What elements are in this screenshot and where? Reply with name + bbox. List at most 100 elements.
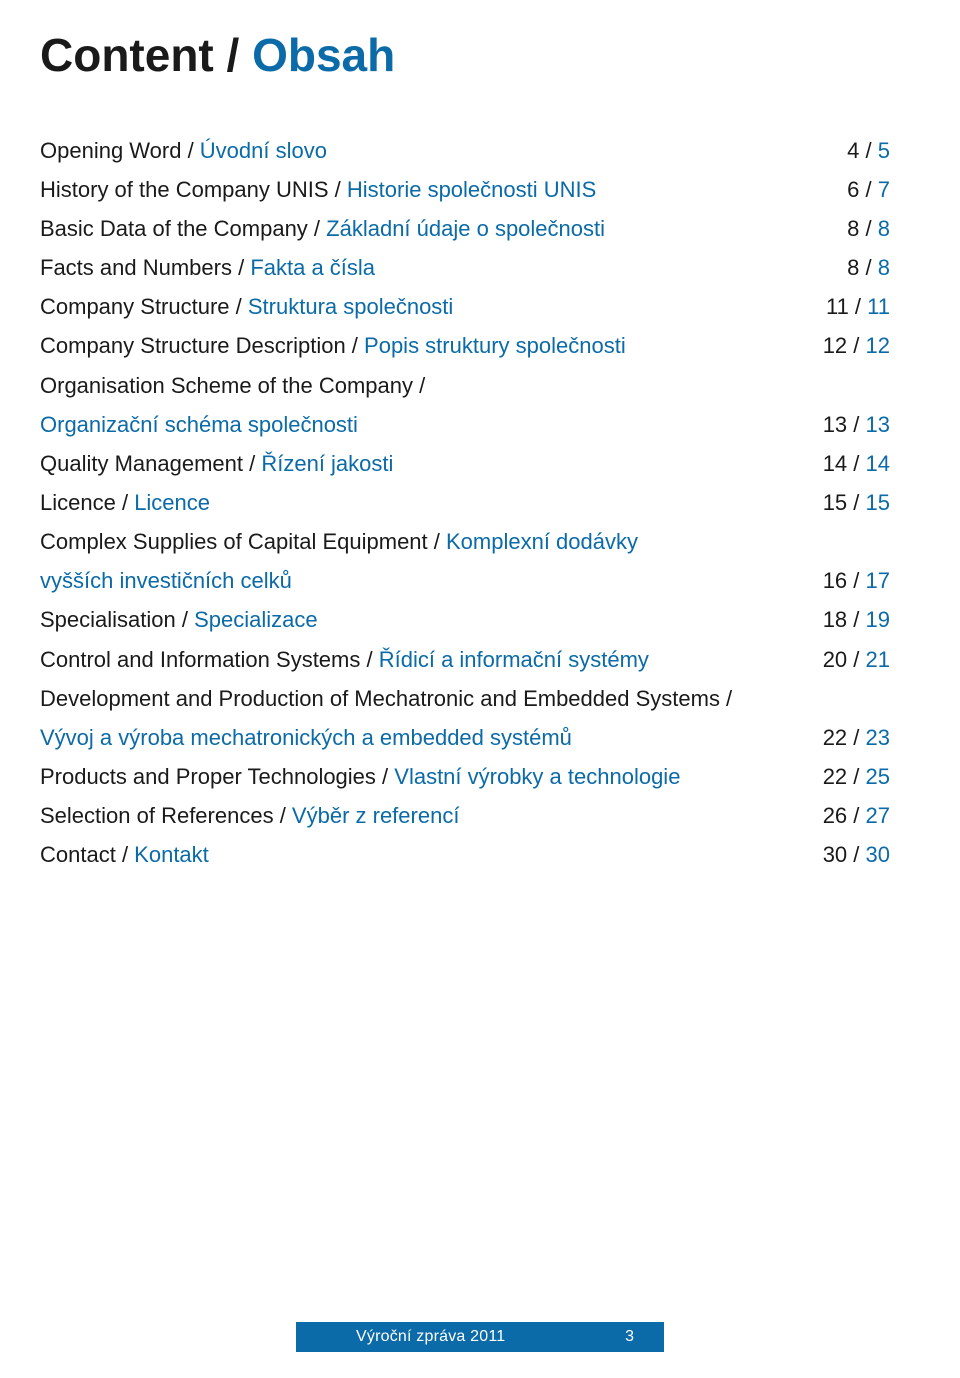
toc-label: Development and Production of Mechatroni… [40,679,752,718]
toc-sep: / [366,647,378,672]
toc-en: Facts and Numbers [40,255,232,280]
toc-row-line1: Organisation Scheme of the Company / [40,366,890,405]
toc-page-cz: 30 [866,842,890,867]
toc-en: History of the Company UNIS [40,177,329,202]
toc-en: Company Structure Description [40,333,346,358]
toc-page-sep: / [859,216,877,241]
toc-sep: / [376,764,394,789]
toc-page-en: 26 [823,803,847,828]
toc-sep: / [329,177,347,202]
toc-page-sep: / [859,177,877,202]
toc-page-cz: 8 [878,255,890,280]
toc-sep: / [346,333,364,358]
toc-label: Facts and Numbers / Fakta a čísla [40,248,395,287]
toc-pages: 12 / 12 [823,326,890,365]
toc-page-cz: 15 [866,490,890,515]
toc-page-sep: / [847,490,865,515]
toc-page-sep: / [847,725,865,750]
toc-cz: Řízení jakosti [261,451,393,476]
toc-pages: 8 / 8 [847,248,890,287]
footer-text: Výroční zpráva 2011 [356,1328,505,1346]
toc-label: Company Structure Description / Popis st… [40,326,646,365]
toc-en: Selection of References [40,803,274,828]
toc-row: Opening Word / Úvodní slovo 4 / 5 [40,131,890,170]
toc-cz: Komplexní dodávky [446,529,638,554]
toc-sep: / [428,529,446,554]
toc-page-sep: / [847,607,865,632]
toc-en: Quality Management [40,451,243,476]
toc-row: Contact / Kontakt 30 / 30 [40,835,890,874]
toc-sep: / [274,803,292,828]
toc-en: Basic Data of the Company [40,216,308,241]
toc-pages: 20 / 21 [823,640,890,679]
toc-cz: Úvodní slovo [200,138,327,163]
toc-page-en: 8 [847,255,859,280]
toc-label: Products and Proper Technologies / Vlast… [40,757,700,796]
toc-sep: / [308,216,326,241]
toc-page-cz: 11 [867,294,890,319]
toc-page-sep: / [847,412,865,437]
toc-row: Company Structure Description / Popis st… [40,326,890,365]
title-sep: / [214,29,252,81]
toc-en: Control and Information Systems [40,647,366,672]
toc-cz: Specializace [194,607,318,632]
toc-label: Contact / Kontakt [40,835,229,874]
toc-cz: Historie společnosti UNIS [347,177,596,202]
toc-label: Control and Information Systems / Řídicí… [40,640,669,679]
toc-page-cz: 23 [866,725,890,750]
toc-row: History of the Company UNIS / Historie s… [40,170,890,209]
toc-page-cz: 12 [866,333,890,358]
toc-row: vyšších investičních celků 16 / 17 [40,561,890,600]
toc-pages: 14 / 14 [823,444,890,483]
toc-cz: Výběr z referencí [292,803,460,828]
toc-pages: 6 / 7 [847,170,890,209]
footer-bar: Výroční zpráva 2011 3 [296,1322,664,1352]
toc-row: Control and Information Systems / Řídicí… [40,640,890,679]
toc-en: Contact [40,842,116,867]
table-of-contents: Opening Word / Úvodní slovo4 / 5History … [40,131,890,875]
toc-page-en: 20 [823,647,847,672]
title-cz: Obsah [252,29,395,81]
toc-label: Company Structure / Struktura společnost… [40,287,473,326]
toc-page-sep: / [847,568,865,593]
toc-sep: / [243,451,261,476]
toc-cz: Vývoj a výroba mechatronických a embedde… [40,725,572,750]
toc-page-cz: 14 [866,451,890,476]
toc-page-sep: / [847,803,865,828]
toc-page-sep: / [859,138,877,163]
toc-cz: Fakta a čísla [250,255,375,280]
toc-page-en: 15 [823,490,847,515]
toc-page-en: 14 [823,451,847,476]
toc-row: Basic Data of the Company / Základní úda… [40,209,890,248]
toc-row: Specialisation / Specializace18 / 19 [40,600,890,639]
toc-page-en: 12 [823,333,847,358]
toc-row: Products and Proper Technologies / Vlast… [40,757,890,796]
toc-label: Specialisation / Specializace [40,600,338,639]
toc-label: Quality Management / Řízení jakosti [40,444,413,483]
toc-label: Selection of References / Výběr z refere… [40,796,479,835]
toc-page-sep: / [849,294,867,319]
toc-pages: 4 / 5 [847,131,890,170]
title-en: Content [40,29,214,81]
toc-label: Licence / Licence [40,483,230,522]
toc-en: Opening Word [40,138,181,163]
toc-page-en: 30 [823,842,847,867]
toc-pages: 30 / 30 [823,835,890,874]
toc-sep: / [116,490,134,515]
toc-pages: 16 / 17 [823,561,890,600]
toc-en: Products and Proper Technologies [40,764,376,789]
toc-label: vyšších investičních celků [40,561,312,600]
toc-page-cz: 25 [866,764,890,789]
toc-page-sep: / [847,333,865,358]
footer-page-number: 3 [625,1328,634,1346]
toc-page-en: 18 [823,607,847,632]
toc-page-en: 22 [823,764,847,789]
toc-en: Company Structure [40,294,230,319]
toc-en: Complex Supplies of Capital Equipment [40,529,428,554]
toc-sep: / [116,842,134,867]
toc-row: Licence / Licence 15 / 15 [40,483,890,522]
toc-row: Selection of References / Výběr z refere… [40,796,890,835]
page-title: Content / Obsah [40,30,890,81]
toc-page-cz: 21 [866,647,890,672]
toc-page-sep: / [847,842,865,867]
